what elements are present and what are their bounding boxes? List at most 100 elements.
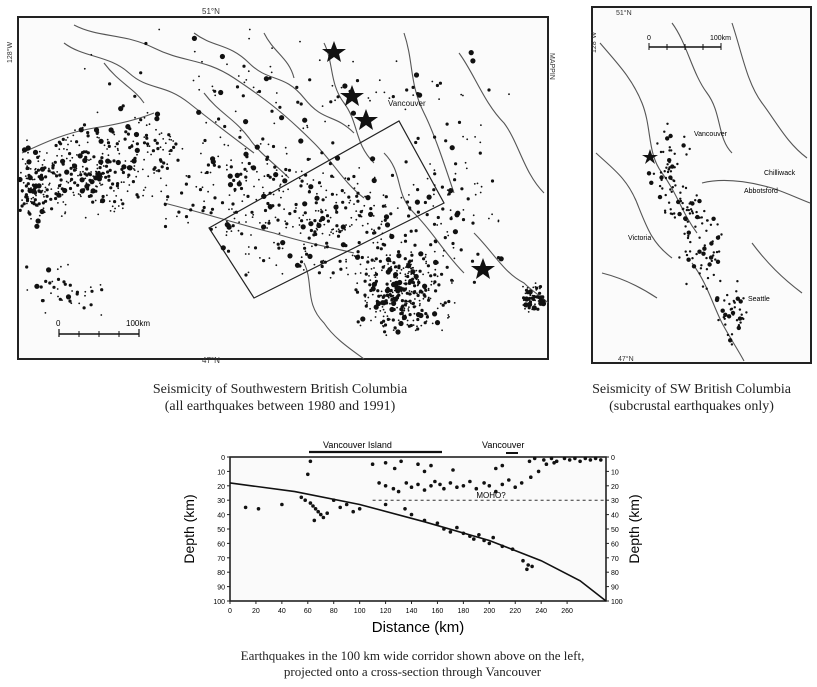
scale-zero-label: 0 [56, 319, 61, 328]
earthquake-point [323, 223, 326, 226]
earthquake-point [405, 88, 409, 92]
earthquake-point [444, 139, 448, 143]
earthquake-point [250, 165, 254, 169]
earthquake-point [406, 274, 410, 279]
earthquake-point [476, 252, 480, 256]
earthquake-point [57, 184, 62, 188]
earthquake-point [534, 282, 537, 284]
earthquake-point [235, 85, 240, 89]
subcrustal-point [667, 201, 671, 204]
earthquake-point [226, 63, 228, 66]
earthquake-point [284, 220, 287, 223]
earthquake-point [81, 165, 84, 168]
earthquake-point [39, 285, 43, 289]
earthquake-point [37, 189, 41, 193]
earthquake-point [275, 169, 278, 172]
earthquake-point [146, 145, 149, 148]
earthquake-point [375, 91, 378, 94]
earthquake-point [201, 186, 204, 189]
earthquake-point [425, 320, 428, 323]
earthquake-point [356, 191, 360, 195]
earthquake-point [85, 182, 88, 185]
subcrustal-point [670, 149, 673, 152]
earthquake-point [209, 211, 213, 215]
earthquake-point [473, 183, 476, 185]
earthquake-point [369, 279, 372, 281]
earthquake-point [240, 232, 244, 236]
subcrustal-point [662, 150, 665, 154]
earthquake-point [133, 156, 137, 160]
earthquake-point [431, 80, 434, 83]
earthquake-point [324, 247, 326, 249]
earthquake-point [68, 283, 72, 287]
earthquake-point [460, 93, 463, 96]
earthquake-point [67, 181, 70, 184]
earthquake-point [299, 232, 302, 235]
earthquake-point [342, 83, 348, 89]
earthquake-point [385, 293, 389, 297]
earthquake-point [355, 79, 360, 83]
earthquake-point [228, 223, 231, 226]
earthquake-point [403, 257, 407, 261]
earthquake-point [207, 190, 210, 193]
hypocenter-point [542, 458, 546, 462]
earthquake-point [212, 183, 215, 186]
earthquake-point [381, 306, 384, 308]
earthquake-point [252, 213, 255, 216]
earthquake-point [241, 94, 245, 98]
earthquake-point [107, 154, 110, 157]
hypocenter-point [404, 481, 409, 485]
earthquake-point [136, 153, 138, 156]
earthquake-point [139, 71, 143, 75]
earthquake-point [211, 85, 214, 88]
subcrustal-point [663, 170, 666, 173]
earthquake-point [391, 282, 397, 288]
earthquake-point [139, 118, 143, 122]
earthquake-point [391, 295, 394, 297]
earthquake-point [399, 272, 402, 275]
earthquake-point [447, 314, 450, 316]
earthquake-point [60, 215, 63, 218]
earthquake-point [416, 92, 420, 96]
earthquake-point [408, 292, 412, 296]
earthquake-point [538, 285, 541, 288]
earthquake-point [299, 184, 303, 188]
subcrustal-point [669, 170, 673, 173]
earthquake-point [427, 287, 430, 290]
hypocenter-point [494, 489, 498, 494]
earthquake-point [48, 281, 52, 285]
earthquake-point [339, 267, 343, 271]
earthquake-point [442, 208, 445, 211]
earthquake-point [244, 214, 247, 217]
subcrustal-point [690, 210, 694, 213]
earthquake-point [365, 195, 371, 201]
earthquake-point [153, 166, 157, 170]
subcrustal-point [673, 216, 677, 219]
earthquake-point [374, 272, 379, 276]
earthquake-point [273, 172, 279, 178]
earthquake-point [145, 124, 148, 127]
earthquake-point [440, 273, 442, 276]
subcrustal-point [701, 251, 706, 256]
earthquake-point [408, 194, 410, 196]
earthquake-point [531, 294, 534, 297]
earthquake-point [271, 204, 275, 208]
earthquake-point [218, 89, 224, 96]
earthquake-point [353, 255, 356, 257]
subcrustal-point [698, 216, 701, 219]
earthquake-point [67, 263, 69, 266]
earthquake-point [259, 257, 261, 259]
earthquake-point [349, 199, 352, 202]
earthquake-point [395, 60, 398, 63]
subcrustal-point [712, 273, 715, 277]
earthquake-point [34, 167, 37, 170]
earthquake-point [471, 221, 475, 225]
subcrustal-point [671, 212, 674, 216]
earthquake-point [332, 232, 334, 235]
earthquake-point [44, 199, 48, 203]
y-tick-label: 0 [221, 455, 225, 462]
earthquake-point [219, 53, 225, 60]
earthquake-point [424, 256, 427, 258]
earthquake-point [414, 298, 416, 300]
earthquake-point [57, 295, 59, 298]
